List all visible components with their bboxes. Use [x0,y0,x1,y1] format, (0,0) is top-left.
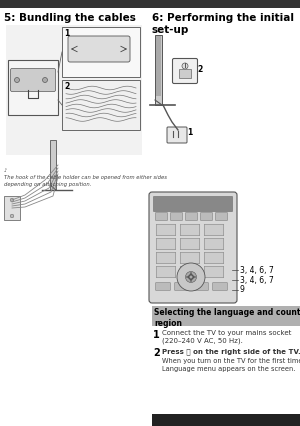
Text: 1: 1 [187,128,192,137]
FancyBboxPatch shape [180,238,200,250]
FancyBboxPatch shape [156,252,176,264]
FancyBboxPatch shape [204,224,224,236]
Circle shape [177,263,205,291]
Bar [155,35,162,105]
FancyBboxPatch shape [180,224,200,236]
FancyBboxPatch shape [156,238,176,250]
Text: 9: 9 [240,285,245,294]
Bar [62,27,140,77]
Text: 1: 1 [153,330,160,340]
Bar [62,80,140,130]
FancyBboxPatch shape [204,252,224,264]
Bar [6,25,142,155]
Bar [0,0,300,8]
Bar [152,306,300,326]
FancyBboxPatch shape [215,213,227,221]
FancyBboxPatch shape [200,213,212,221]
FancyBboxPatch shape [204,266,224,278]
FancyBboxPatch shape [155,213,167,221]
Text: When you turn on the TV for the first time, the
Language menu appears on the scr: When you turn on the TV for the first ti… [162,358,300,372]
Text: 3, 4, 6, 7: 3, 4, 6, 7 [240,265,274,274]
Text: 5: Bundling the cables: 5: Bundling the cables [4,13,136,23]
FancyBboxPatch shape [11,69,56,92]
Circle shape [10,198,14,202]
Bar [156,36,161,96]
Text: Press ⓘ on the right side of the TV.: Press ⓘ on the right side of the TV. [162,348,300,354]
Circle shape [182,63,188,69]
Circle shape [185,271,197,282]
Text: 6: Performing the initial
set-up: 6: Performing the initial set-up [152,13,294,35]
Text: 2: 2 [64,82,69,91]
Bar [179,69,191,78]
FancyBboxPatch shape [185,213,197,221]
FancyBboxPatch shape [68,36,130,62]
Text: 3, 4, 6, 7: 3, 4, 6, 7 [240,276,274,285]
Text: Selecting the language and country/
region: Selecting the language and country/ regi… [154,308,300,328]
FancyBboxPatch shape [170,213,182,221]
Bar [8,60,58,115]
Bar [4,196,20,220]
Circle shape [43,78,47,83]
Text: 1: 1 [64,29,69,38]
FancyBboxPatch shape [153,196,233,212]
Text: Connect the TV to your mains socket
(220–240 V AC, 50 Hz).: Connect the TV to your mains socket (220… [162,330,291,345]
FancyBboxPatch shape [172,58,197,83]
Text: 2: 2 [153,348,160,358]
FancyBboxPatch shape [167,127,187,143]
FancyBboxPatch shape [156,266,176,278]
Circle shape [10,214,14,218]
FancyBboxPatch shape [180,252,200,264]
FancyBboxPatch shape [180,266,200,278]
FancyBboxPatch shape [156,224,176,236]
FancyBboxPatch shape [156,282,170,291]
Bar [50,140,56,190]
FancyBboxPatch shape [149,192,237,303]
FancyBboxPatch shape [213,282,227,291]
Text: 2: 2 [197,65,202,74]
Text: ♪
The hook of the cable holder can be opened from either sides
depending on atta: ♪ The hook of the cable holder can be op… [4,168,167,187]
FancyBboxPatch shape [175,282,189,291]
FancyBboxPatch shape [204,238,224,250]
Bar [152,414,300,426]
FancyBboxPatch shape [194,282,208,291]
Circle shape [14,78,20,83]
